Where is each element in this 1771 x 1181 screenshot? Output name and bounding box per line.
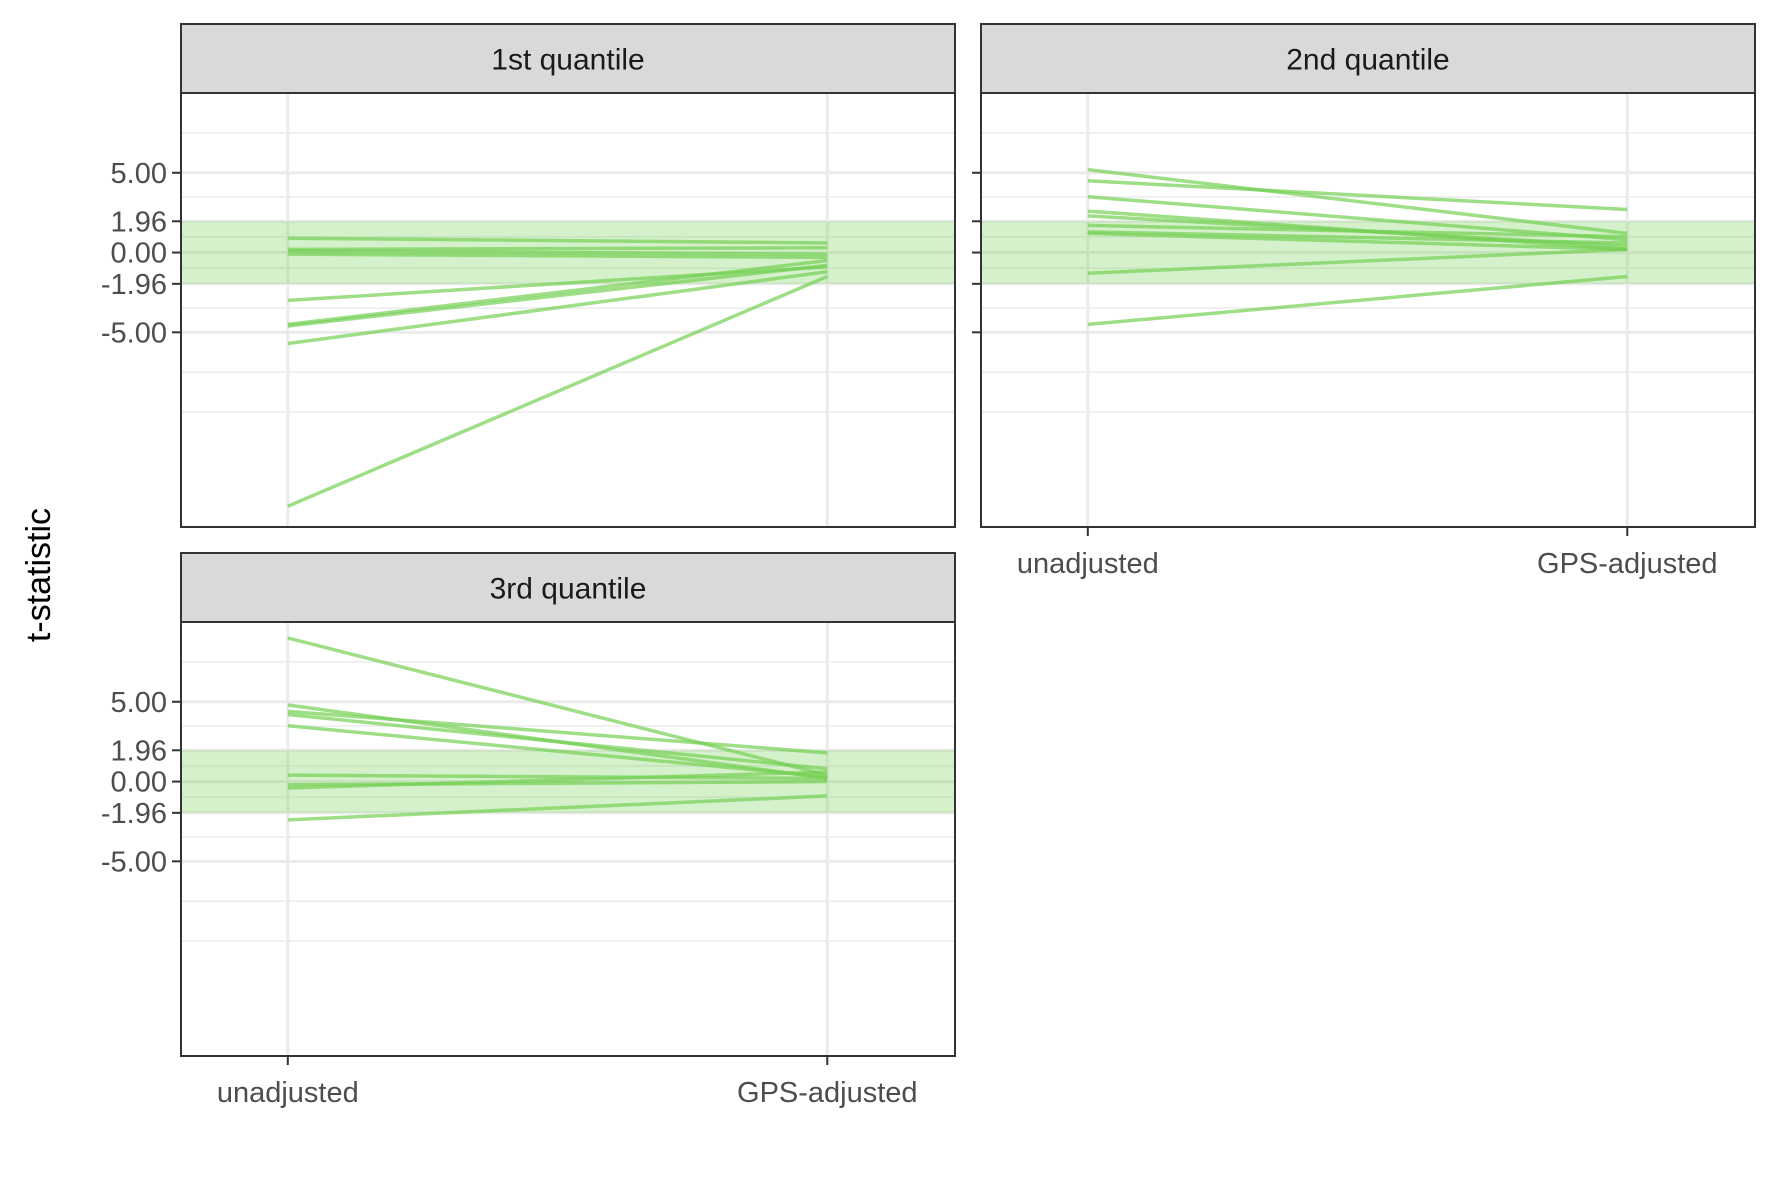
series-line-1	[287, 636, 828, 777]
series-line-8	[287, 770, 828, 790]
series-line-6	[287, 773, 828, 781]
series-line-9	[287, 794, 828, 822]
series-line-3	[1087, 194, 1628, 242]
series-line-4	[287, 712, 828, 771]
panel-1: 1st quantile 5.00 1.960.00-1.96 -5.00	[101, 23, 956, 528]
y-axis-title: t-statistic	[20, 508, 58, 642]
series-line-10	[1087, 274, 1628, 327]
y-tick-label: -5.00	[101, 317, 167, 349]
x-tick-label: unadjusted	[1017, 548, 1159, 580]
series-line-1	[287, 236, 828, 245]
y-tick-label: 0.00	[111, 767, 167, 799]
series-line-8	[1087, 231, 1628, 252]
series-line-7	[287, 263, 828, 328]
series-line-2	[1087, 179, 1628, 212]
y-tick-label: 5.00	[111, 158, 167, 190]
panel-2: 2nd quantile unadjusted GPS-adjusted	[972, 23, 1756, 580]
series-line-6	[1087, 223, 1628, 239]
series-line-9	[1087, 247, 1628, 276]
series-line-5	[287, 723, 828, 779]
y-tick-label: -5.00	[101, 846, 167, 878]
panel-background	[181, 622, 955, 1056]
series-line-8	[287, 269, 828, 346]
x-tick-label: unadjusted	[217, 1077, 359, 1109]
y-tick-label: 0.00	[111, 238, 167, 270]
series-line-1	[1087, 167, 1628, 236]
y-tick-label: 5.00	[111, 687, 167, 719]
series-line-4	[287, 252, 828, 260]
x-tick-label: GPS-adjusted	[737, 1077, 918, 1109]
series-line-3	[287, 709, 828, 755]
y-tick-label: 1.96	[111, 735, 167, 767]
facet-strip	[180, 552, 956, 623]
series-line-9	[287, 274, 828, 508]
series-line-2	[287, 246, 828, 252]
facet-strip	[180, 23, 956, 94]
facet-strip-label: 1st quantile	[491, 44, 644, 77]
facet-strip-label: 3rd quantile	[490, 573, 647, 606]
y-tick-label: -1.96	[101, 269, 167, 301]
panel-background	[181, 93, 955, 527]
series-line-7	[1087, 230, 1628, 245]
y-tick-label: -1.96	[101, 798, 167, 830]
series-line-6	[287, 258, 828, 327]
y-tick-label: 1.96	[111, 206, 167, 238]
panel-3: 3rd quantile 5.00 1.960.00-1.96 -5.00 unadju…	[101, 552, 956, 1109]
facet-strip-label: 2nd quantile	[1286, 44, 1449, 77]
x-tick-label: GPS-adjusted	[1537, 548, 1718, 580]
panel-background	[981, 93, 1755, 527]
facet-strip	[980, 23, 1756, 94]
series-line-3	[287, 249, 828, 256]
